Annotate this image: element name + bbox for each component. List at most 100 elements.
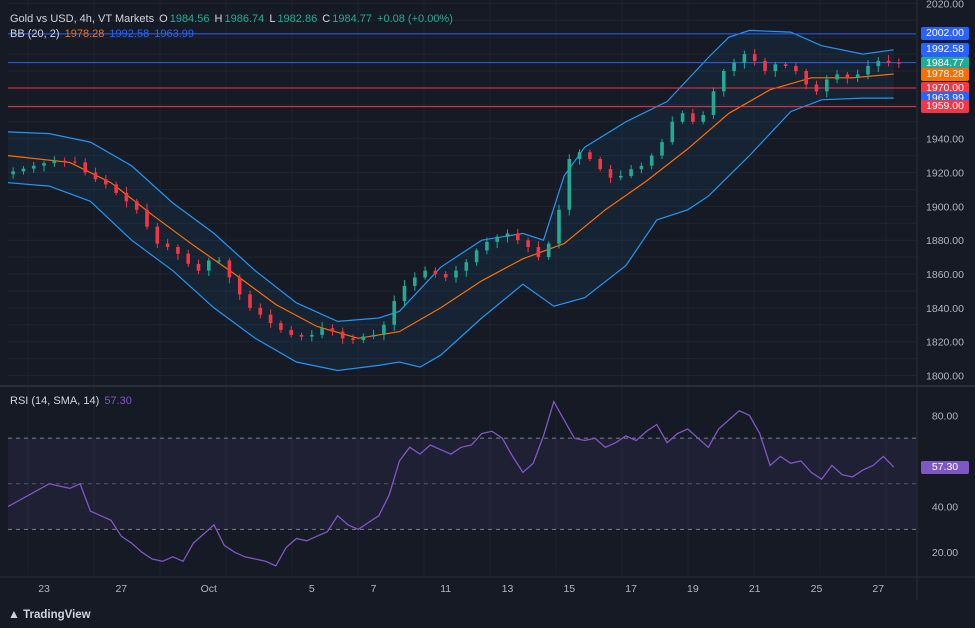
candle-body xyxy=(773,64,778,72)
candle-body xyxy=(608,169,613,178)
candle-body xyxy=(196,263,201,271)
rsi-value-tag: 57.30 xyxy=(921,460,969,474)
candle-body xyxy=(413,277,417,286)
candle-body xyxy=(42,163,46,166)
ohlc-legend: Gold vs USD, 4h, VT Markets O 1984.56 H 19… xyxy=(10,13,455,25)
rsi-line xyxy=(7,400,895,567)
rsi-band-fill xyxy=(8,438,916,530)
candle-body xyxy=(186,253,190,264)
candle-body xyxy=(11,171,15,175)
candle-body xyxy=(825,79,829,92)
tradingview-brand: TradingView xyxy=(23,609,91,621)
bb-upper-value: 1992.58 xyxy=(109,28,150,40)
candle-body xyxy=(433,270,438,275)
candle-body xyxy=(93,172,98,180)
time-tick-label: Oct xyxy=(201,583,217,595)
candle-body xyxy=(619,175,623,178)
price-tick-label: 2020.00 xyxy=(926,0,964,10)
candle-body xyxy=(835,74,839,80)
candle-body xyxy=(114,184,118,193)
candle-body xyxy=(722,71,726,92)
rsi-legend[interactable]: RSI (14, SMA, 14) 57.30 xyxy=(10,395,134,407)
candle-body xyxy=(104,179,108,185)
time-tick-label: 23 xyxy=(38,583,50,595)
candle-body xyxy=(763,60,767,71)
rsi-label: RSI (14, SMA, 14) xyxy=(10,395,100,407)
tradingview-logo[interactable]: ▲ TradingView xyxy=(8,607,91,621)
candle-body xyxy=(794,66,798,72)
candle-body xyxy=(31,165,36,169)
time-tick-label: 27 xyxy=(115,583,127,595)
candle-body xyxy=(73,161,77,163)
candle-body xyxy=(629,169,633,176)
candle-body xyxy=(237,277,242,295)
candle-body xyxy=(176,247,180,254)
tradingview-logo-icon: ▲ xyxy=(8,607,20,621)
bb-label: BB (20, 2) xyxy=(10,28,60,40)
candle-body xyxy=(402,285,407,302)
price-tick-label: 1800.00 xyxy=(926,371,964,383)
candle-body xyxy=(660,142,664,156)
price-tick-label: 1820.00 xyxy=(926,337,964,349)
candle-body xyxy=(207,260,211,271)
price-tick-label: 1880.00 xyxy=(926,235,964,247)
candle-body xyxy=(680,113,685,122)
price-tag-1992-58: 1992.58 xyxy=(921,43,969,57)
price-tag-2002-00: 2002.00 xyxy=(921,27,969,41)
candle-body xyxy=(124,192,129,202)
candle-body xyxy=(485,241,489,251)
price-tick-label: 1920.00 xyxy=(926,168,964,180)
candle-body xyxy=(392,301,396,325)
candle-body xyxy=(165,243,170,247)
time-tick-label: 25 xyxy=(811,583,823,595)
bb-legend[interactable]: BB (20, 2) 1978.28 1992.58 1963.99 xyxy=(10,28,196,40)
open-value: 1984.56 xyxy=(169,13,210,25)
time-tick-label: 5 xyxy=(309,583,315,595)
candle-body xyxy=(248,294,252,308)
candle-body xyxy=(742,54,747,63)
candle-body xyxy=(516,233,520,241)
candle-body xyxy=(443,274,448,278)
time-tick-label: 19 xyxy=(687,583,699,595)
candle-body xyxy=(505,233,510,237)
bb-upper-line xyxy=(7,29,894,323)
open-label: O xyxy=(159,13,168,25)
time-tick-label: 21 xyxy=(749,583,761,595)
candle-body xyxy=(361,336,366,340)
candle-body xyxy=(134,201,139,210)
candle-body xyxy=(546,243,551,258)
candle-body xyxy=(649,155,654,166)
candle-body xyxy=(732,62,736,72)
candle-body xyxy=(897,62,901,64)
candle-body xyxy=(217,260,221,262)
candle-body xyxy=(52,160,57,164)
close-label: C xyxy=(322,13,331,25)
candle-body xyxy=(701,115,705,122)
candle-body xyxy=(289,329,293,335)
bb-basis-line xyxy=(7,73,894,339)
bb-fill xyxy=(8,30,894,371)
price-tag-1970-00: 1970.00 xyxy=(921,81,969,95)
symbol-title[interactable]: Gold vs USD, 4h, VT Markets xyxy=(10,13,155,25)
price-tick-label: 1860.00 xyxy=(926,269,964,281)
candle-body xyxy=(866,66,870,75)
bb-lower-value: 1963.99 xyxy=(154,28,195,40)
price-tag-1978-28: 1978.28 xyxy=(921,67,969,81)
candle-body xyxy=(474,250,479,263)
candle-body xyxy=(83,162,87,173)
rsi-tick-label: 20.00 xyxy=(932,547,958,559)
candle-body xyxy=(340,331,345,339)
candle-body xyxy=(588,152,592,159)
high-label: H xyxy=(214,13,223,25)
candle-body xyxy=(536,247,541,258)
candle-body xyxy=(351,338,355,340)
close-value: 1984.77 xyxy=(332,13,372,25)
price-tick-label: 1900.00 xyxy=(926,201,964,213)
candle-body xyxy=(804,71,808,85)
price-tag-1959-00: 1959.00 xyxy=(921,100,969,114)
candle-body xyxy=(423,270,427,278)
candle-body xyxy=(258,307,263,315)
candle-body xyxy=(21,168,26,172)
